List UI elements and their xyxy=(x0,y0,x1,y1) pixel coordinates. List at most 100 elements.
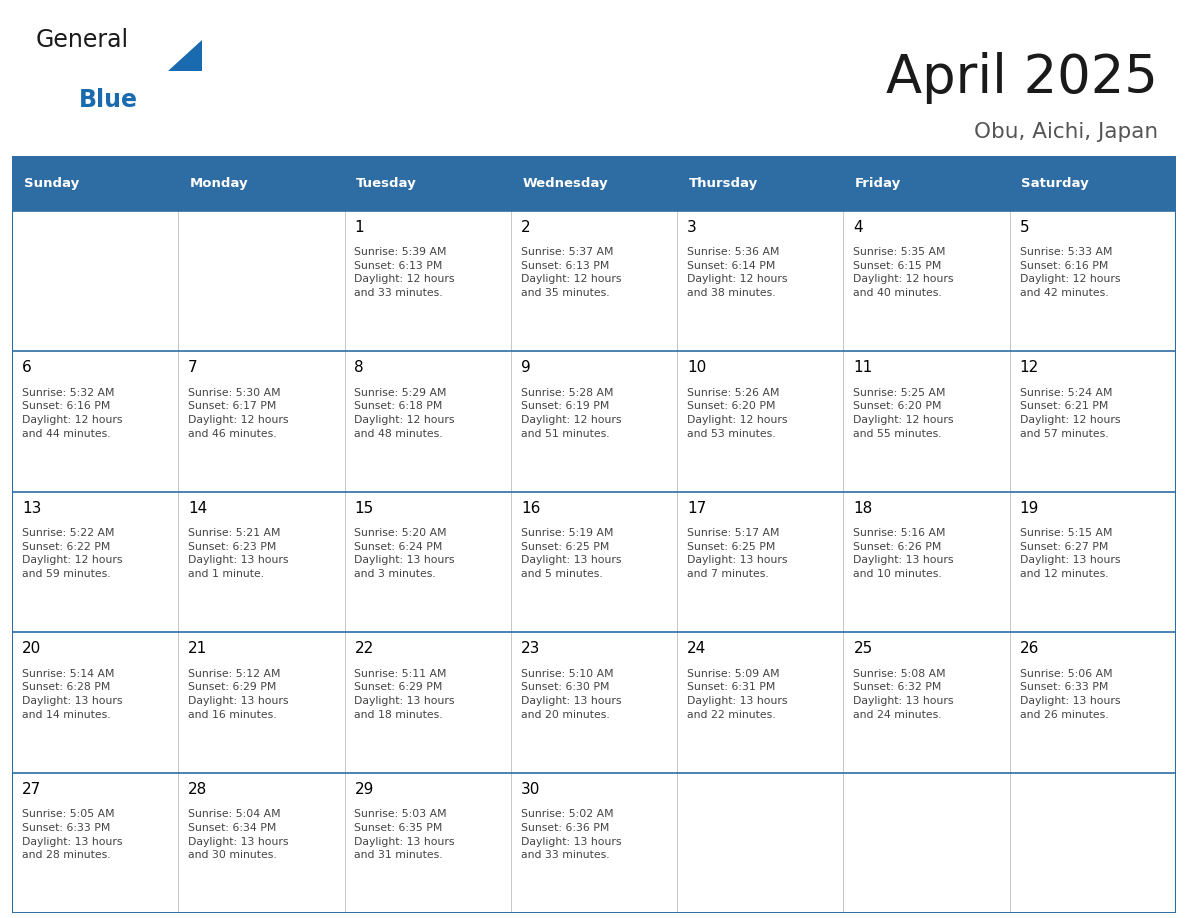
Text: 15: 15 xyxy=(354,501,374,516)
Text: Sunrise: 5:09 AM
Sunset: 6:31 PM
Daylight: 13 hours
and 22 minutes.: Sunrise: 5:09 AM Sunset: 6:31 PM Dayligh… xyxy=(687,669,788,720)
Bar xyxy=(843,492,1010,633)
Bar xyxy=(178,773,345,913)
Text: Saturday: Saturday xyxy=(1022,177,1089,190)
Text: 12: 12 xyxy=(1019,360,1040,375)
Text: Sunrise: 5:10 AM
Sunset: 6:30 PM
Daylight: 13 hours
and 20 minutes.: Sunrise: 5:10 AM Sunset: 6:30 PM Dayligh… xyxy=(520,669,621,720)
Bar xyxy=(1010,492,1176,633)
Polygon shape xyxy=(169,40,202,71)
Text: Sunrise: 5:29 AM
Sunset: 6:18 PM
Daylight: 12 hours
and 48 minutes.: Sunrise: 5:29 AM Sunset: 6:18 PM Dayligh… xyxy=(354,387,455,439)
Bar xyxy=(345,492,511,633)
Text: Sunrise: 5:21 AM
Sunset: 6:23 PM
Daylight: 13 hours
and 1 minute.: Sunrise: 5:21 AM Sunset: 6:23 PM Dayligh… xyxy=(188,528,289,579)
Text: 14: 14 xyxy=(188,501,208,516)
Text: Sunrise: 5:17 AM
Sunset: 6:25 PM
Daylight: 13 hours
and 7 minutes.: Sunrise: 5:17 AM Sunset: 6:25 PM Dayligh… xyxy=(687,528,788,579)
Text: 22: 22 xyxy=(354,642,374,656)
Bar xyxy=(178,156,345,210)
Text: 24: 24 xyxy=(687,642,707,656)
Text: 23: 23 xyxy=(520,642,541,656)
Text: Sunday: Sunday xyxy=(24,177,78,190)
Text: Sunrise: 5:06 AM
Sunset: 6:33 PM
Daylight: 13 hours
and 26 minutes.: Sunrise: 5:06 AM Sunset: 6:33 PM Dayligh… xyxy=(1019,669,1120,720)
Bar xyxy=(178,492,345,633)
Bar xyxy=(677,156,843,210)
Text: 2: 2 xyxy=(520,219,531,235)
Text: Blue: Blue xyxy=(78,88,138,112)
Bar xyxy=(12,352,178,492)
Text: Sunrise: 5:14 AM
Sunset: 6:28 PM
Daylight: 13 hours
and 14 minutes.: Sunrise: 5:14 AM Sunset: 6:28 PM Dayligh… xyxy=(21,669,122,720)
Text: Sunrise: 5:16 AM
Sunset: 6:26 PM
Daylight: 13 hours
and 10 minutes.: Sunrise: 5:16 AM Sunset: 6:26 PM Dayligh… xyxy=(853,528,954,579)
Text: 30: 30 xyxy=(520,782,541,797)
Bar xyxy=(178,633,345,773)
Text: 4: 4 xyxy=(853,219,864,235)
Text: 11: 11 xyxy=(853,360,873,375)
Bar xyxy=(843,210,1010,352)
Bar xyxy=(345,773,511,913)
Text: Sunrise: 5:37 AM
Sunset: 6:13 PM
Daylight: 12 hours
and 35 minutes.: Sunrise: 5:37 AM Sunset: 6:13 PM Dayligh… xyxy=(520,247,621,298)
Text: Sunrise: 5:03 AM
Sunset: 6:35 PM
Daylight: 13 hours
and 31 minutes.: Sunrise: 5:03 AM Sunset: 6:35 PM Dayligh… xyxy=(354,810,455,860)
Text: 18: 18 xyxy=(853,501,873,516)
Text: Sunrise: 5:39 AM
Sunset: 6:13 PM
Daylight: 12 hours
and 33 minutes.: Sunrise: 5:39 AM Sunset: 6:13 PM Dayligh… xyxy=(354,247,455,298)
Text: General: General xyxy=(36,28,128,52)
Text: 17: 17 xyxy=(687,501,707,516)
Bar xyxy=(178,352,345,492)
Text: Sunrise: 5:08 AM
Sunset: 6:32 PM
Daylight: 13 hours
and 24 minutes.: Sunrise: 5:08 AM Sunset: 6:32 PM Dayligh… xyxy=(853,669,954,720)
Text: Sunrise: 5:25 AM
Sunset: 6:20 PM
Daylight: 12 hours
and 55 minutes.: Sunrise: 5:25 AM Sunset: 6:20 PM Dayligh… xyxy=(853,387,954,439)
Text: 16: 16 xyxy=(520,501,541,516)
Bar xyxy=(12,156,178,210)
Bar xyxy=(677,210,843,352)
Text: 19: 19 xyxy=(1019,501,1040,516)
Bar xyxy=(345,156,511,210)
Text: 7: 7 xyxy=(188,360,198,375)
Bar xyxy=(677,492,843,633)
Text: Sunrise: 5:24 AM
Sunset: 6:21 PM
Daylight: 12 hours
and 57 minutes.: Sunrise: 5:24 AM Sunset: 6:21 PM Dayligh… xyxy=(1019,387,1120,439)
Bar xyxy=(677,633,843,773)
Bar xyxy=(12,633,178,773)
Text: Sunrise: 5:33 AM
Sunset: 6:16 PM
Daylight: 12 hours
and 42 minutes.: Sunrise: 5:33 AM Sunset: 6:16 PM Dayligh… xyxy=(1019,247,1120,298)
Text: 5: 5 xyxy=(1019,219,1030,235)
Text: 3: 3 xyxy=(687,219,697,235)
Text: 6: 6 xyxy=(21,360,32,375)
Bar xyxy=(677,773,843,913)
Text: Thursday: Thursday xyxy=(689,177,758,190)
Bar xyxy=(511,352,677,492)
Bar xyxy=(345,352,511,492)
Text: Sunrise: 5:11 AM
Sunset: 6:29 PM
Daylight: 13 hours
and 18 minutes.: Sunrise: 5:11 AM Sunset: 6:29 PM Dayligh… xyxy=(354,669,455,720)
Text: Sunrise: 5:35 AM
Sunset: 6:15 PM
Daylight: 12 hours
and 40 minutes.: Sunrise: 5:35 AM Sunset: 6:15 PM Dayligh… xyxy=(853,247,954,298)
Bar xyxy=(511,210,677,352)
Text: Sunrise: 5:20 AM
Sunset: 6:24 PM
Daylight: 13 hours
and 3 minutes.: Sunrise: 5:20 AM Sunset: 6:24 PM Dayligh… xyxy=(354,528,455,579)
Bar xyxy=(511,633,677,773)
Bar xyxy=(1010,210,1176,352)
Text: Sunrise: 5:12 AM
Sunset: 6:29 PM
Daylight: 13 hours
and 16 minutes.: Sunrise: 5:12 AM Sunset: 6:29 PM Dayligh… xyxy=(188,669,289,720)
Text: Wednesday: Wednesday xyxy=(523,177,608,190)
Bar xyxy=(1010,773,1176,913)
Text: 20: 20 xyxy=(21,642,42,656)
Text: 29: 29 xyxy=(354,782,374,797)
Text: Monday: Monday xyxy=(190,177,248,190)
Text: 8: 8 xyxy=(354,360,365,375)
Bar xyxy=(345,633,511,773)
Text: 9: 9 xyxy=(520,360,531,375)
Bar xyxy=(1010,156,1176,210)
Text: Sunrise: 5:22 AM
Sunset: 6:22 PM
Daylight: 12 hours
and 59 minutes.: Sunrise: 5:22 AM Sunset: 6:22 PM Dayligh… xyxy=(21,528,122,579)
Bar xyxy=(1010,633,1176,773)
Bar xyxy=(843,633,1010,773)
Text: Sunrise: 5:36 AM
Sunset: 6:14 PM
Daylight: 12 hours
and 38 minutes.: Sunrise: 5:36 AM Sunset: 6:14 PM Dayligh… xyxy=(687,247,788,298)
Text: Sunrise: 5:26 AM
Sunset: 6:20 PM
Daylight: 12 hours
and 53 minutes.: Sunrise: 5:26 AM Sunset: 6:20 PM Dayligh… xyxy=(687,387,788,439)
Text: 1: 1 xyxy=(354,219,365,235)
Text: Sunrise: 5:04 AM
Sunset: 6:34 PM
Daylight: 13 hours
and 30 minutes.: Sunrise: 5:04 AM Sunset: 6:34 PM Dayligh… xyxy=(188,810,289,860)
Text: Sunrise: 5:15 AM
Sunset: 6:27 PM
Daylight: 13 hours
and 12 minutes.: Sunrise: 5:15 AM Sunset: 6:27 PM Dayligh… xyxy=(1019,528,1120,579)
Text: Sunrise: 5:32 AM
Sunset: 6:16 PM
Daylight: 12 hours
and 44 minutes.: Sunrise: 5:32 AM Sunset: 6:16 PM Dayligh… xyxy=(21,387,122,439)
Text: 10: 10 xyxy=(687,360,707,375)
Text: Tuesday: Tuesday xyxy=(356,177,417,190)
Text: Sunrise: 5:02 AM
Sunset: 6:36 PM
Daylight: 13 hours
and 33 minutes.: Sunrise: 5:02 AM Sunset: 6:36 PM Dayligh… xyxy=(520,810,621,860)
Text: 27: 27 xyxy=(21,782,42,797)
Text: Sunrise: 5:28 AM
Sunset: 6:19 PM
Daylight: 12 hours
and 51 minutes.: Sunrise: 5:28 AM Sunset: 6:19 PM Dayligh… xyxy=(520,387,621,439)
Bar xyxy=(843,352,1010,492)
Text: April 2025: April 2025 xyxy=(886,52,1158,104)
Text: 25: 25 xyxy=(853,642,873,656)
Text: 21: 21 xyxy=(188,642,208,656)
Text: 28: 28 xyxy=(188,782,208,797)
Bar xyxy=(12,492,178,633)
Bar xyxy=(843,773,1010,913)
Bar xyxy=(677,352,843,492)
Bar xyxy=(345,210,511,352)
Bar xyxy=(511,492,677,633)
